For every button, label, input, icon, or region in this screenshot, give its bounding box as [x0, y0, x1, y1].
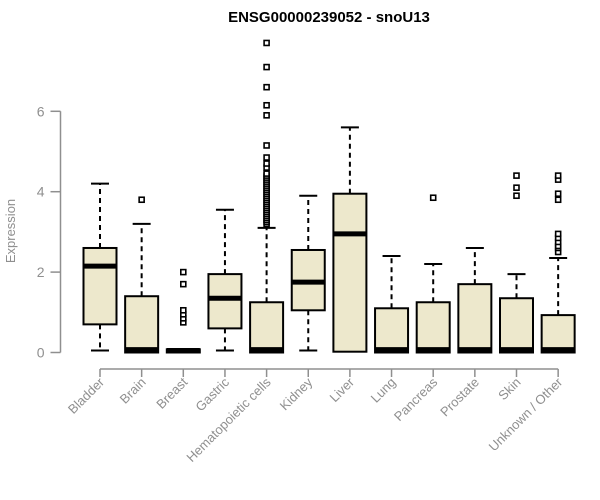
iqr-box	[374, 307, 410, 354]
outlier-point	[263, 39, 270, 47]
box-liver	[332, 126, 368, 353]
outlier-point	[180, 280, 187, 288]
x-axis-label-lung: Lung	[368, 375, 399, 406]
box-bladder	[82, 182, 118, 352]
x-axis-label-bladder: Bladder	[65, 374, 108, 417]
x-axis-label-liver: Liver	[326, 374, 357, 405]
chart-title: ENSG00000239052 - snoU13	[228, 9, 430, 26]
x-axis-label-prostate: Prostate	[437, 375, 482, 420]
outlier-point	[554, 190, 562, 198]
box-lung	[374, 255, 410, 354]
box-brain	[124, 196, 160, 354]
outlier-point	[513, 192, 520, 200]
outlier-point	[138, 196, 145, 204]
x-axis-label-unknown-other: Unknown / Other	[486, 374, 566, 454]
x-axis-label-breast: Breast	[153, 374, 190, 411]
iqr-box	[249, 301, 285, 354]
outlier-point	[513, 172, 520, 179]
iqr-box	[499, 297, 534, 354]
x-axis-label-pancreas: Pancreas	[391, 374, 441, 424]
outlier-point	[180, 306, 187, 314]
box-hematopoietic-cells	[249, 39, 285, 354]
y-axis-title: Expression	[3, 199, 18, 263]
outlier-point	[263, 112, 270, 119]
box-breast	[165, 268, 201, 354]
x-axis-label-kidney: Kidney	[277, 374, 316, 413]
x-axis-label-brain: Brain	[117, 375, 149, 407]
outlier-point	[263, 142, 270, 149]
outlier-point	[263, 160, 270, 167]
y-axis-tick-label: 4	[37, 184, 45, 200]
iqr-box	[540, 314, 576, 354]
box-kidney	[290, 194, 326, 352]
outlier-point	[554, 196, 562, 204]
x-axis-label-gastric: Gastric	[192, 374, 232, 414]
box-pancreas	[415, 194, 451, 354]
x-axis-label-skin: Skin	[495, 375, 523, 403]
outlier-point	[554, 230, 562, 238]
outlier-point	[263, 170, 270, 177]
y-axis-tick-label: 0	[37, 345, 45, 361]
outlier-point	[554, 172, 562, 179]
iqr-box	[332, 192, 368, 353]
y-axis-tick-label: 2	[37, 264, 45, 280]
outlier-point	[263, 154, 270, 161]
iqr-box	[457, 283, 493, 354]
outlier-point	[429, 194, 437, 202]
outlier-point	[263, 63, 270, 71]
outlier-point	[263, 101, 270, 109]
box-skin	[499, 172, 534, 354]
box-prostate	[457, 246, 493, 354]
iqr-box	[124, 295, 160, 354]
outlier-point	[180, 268, 187, 276]
outlier-point	[263, 83, 270, 91]
box-unknown-other	[540, 172, 576, 354]
iqr-box	[207, 273, 243, 330]
box-gastric	[207, 208, 243, 352]
y-axis-tick-label: 6	[37, 103, 45, 119]
outlier-point	[513, 184, 520, 191]
iqr-box	[415, 301, 451, 354]
iqr-box	[82, 246, 118, 326]
